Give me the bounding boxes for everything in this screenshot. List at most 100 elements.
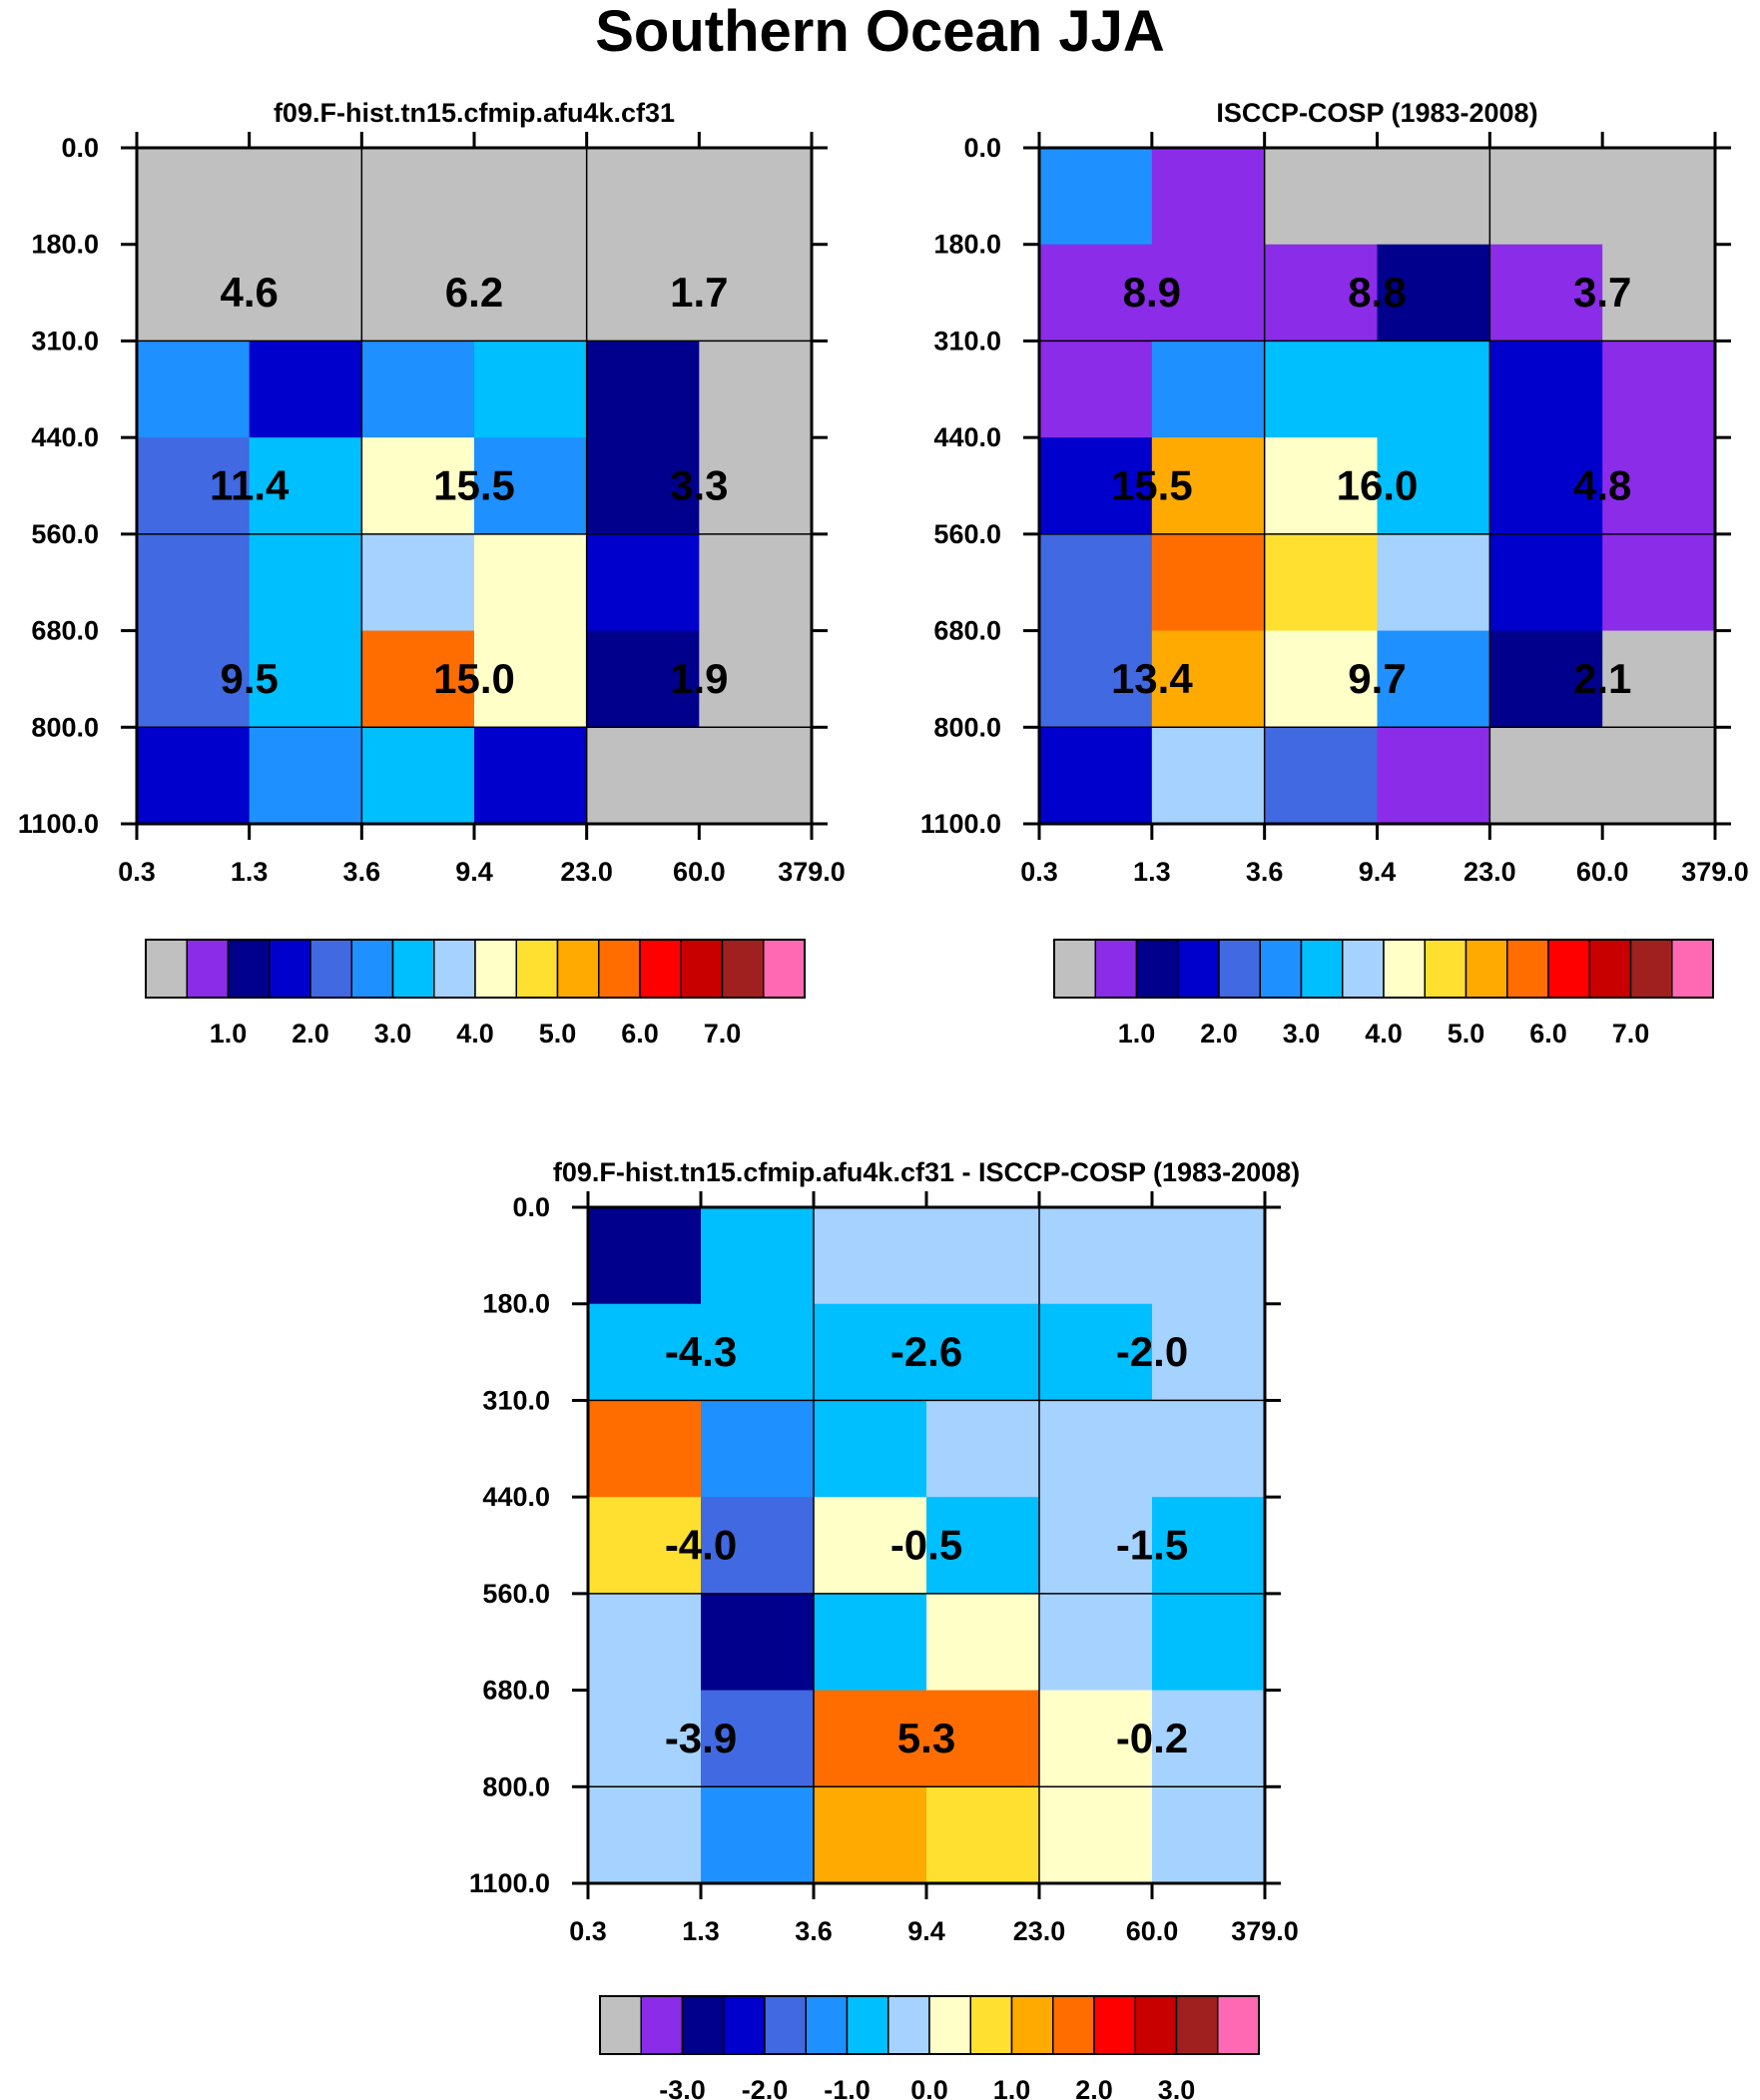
- heatmap-cell: [926, 1303, 1040, 1402]
- heatmap-cell: [1602, 533, 1716, 632]
- y-tick-label: 310.0: [933, 326, 1001, 355]
- heatmap-cell: [588, 1497, 702, 1595]
- heatmap-cell: [1489, 727, 1603, 825]
- y-tick-label: 560.0: [482, 1579, 550, 1609]
- heatmap-cell: [588, 1207, 702, 1305]
- heatmap-cell: [1489, 630, 1603, 728]
- colorbar-swatch: [969, 1995, 1013, 2055]
- x-tick-label: 9.4: [455, 857, 493, 887]
- heatmap-cell: [1377, 148, 1490, 246]
- heatmap-cell: [361, 437, 475, 535]
- colorbar-label: 4.0: [456, 1019, 494, 1049]
- heatmap-cell: [1039, 630, 1153, 728]
- colorbar-swatch: [391, 939, 435, 999]
- x-tick-label: 1.3: [1133, 857, 1171, 887]
- colorbar-swatch: [1424, 939, 1467, 999]
- colorbar-label: -3.0: [659, 2075, 706, 2100]
- group-value-label: 8.9: [1123, 269, 1181, 316]
- group-value-label: 3.3: [670, 462, 728, 509]
- y-tick-label: 1100.0: [920, 809, 1001, 839]
- chart-panel-1: 0.3 1.3 3.6 9.4 23.0 60.0 379.0 0.0 180.0 310.0 44…: [18, 98, 846, 1049]
- heatmap-cell: [926, 1786, 1040, 1884]
- colorbar-label: 3.0: [1158, 2075, 1196, 2100]
- heatmap-cell: [1039, 1786, 1153, 1884]
- y-tick-label: 440.0: [482, 1482, 550, 1512]
- heatmap-cell: [814, 1207, 927, 1305]
- colorbar-label: 0.0: [910, 2075, 948, 2100]
- colorbar-label: 3.0: [374, 1019, 412, 1049]
- heatmap-cell: [588, 1303, 702, 1402]
- colorbar-swatch: [598, 939, 641, 999]
- colorbar-label: 4.0: [1365, 1019, 1403, 1049]
- x-tick-label: 1.3: [682, 1916, 720, 1946]
- heatmap-cell: [137, 244, 251, 343]
- page-title: Southern Ocean JJA: [595, 0, 1165, 64]
- heatmap-cell: [137, 727, 251, 825]
- y-tick-label: 1100.0: [18, 809, 99, 839]
- x-tick-label: 3.6: [343, 857, 381, 887]
- heatmap-cell: [1377, 244, 1490, 343]
- colorbar-swatch: [474, 939, 517, 999]
- heatmap-cell: [701, 1497, 815, 1595]
- heatmap-cell: [586, 341, 700, 438]
- colorbar-swatch: [269, 939, 311, 999]
- colorbar-swatch: [433, 939, 476, 999]
- y-tick-label: 680.0: [933, 616, 1001, 646]
- group-value-label: 6.2: [445, 269, 503, 316]
- group-value-label: 3.7: [1573, 269, 1631, 316]
- heatmap-cell: [1152, 1786, 1266, 1884]
- colorbar-frame: [145, 939, 806, 999]
- colorbar-label: 2.0: [1200, 1019, 1238, 1049]
- x-tick-label: 0.3: [1020, 857, 1058, 887]
- colorbar-swatch: [1218, 939, 1261, 999]
- heatmap-cell: [1264, 341, 1379, 438]
- heatmap-cell: [249, 148, 362, 246]
- y-tick-label: 680.0: [482, 1676, 550, 1706]
- colorbar-swatch: [764, 1995, 807, 2055]
- heatmap-cell: [1377, 533, 1490, 632]
- heatmap-cell: [249, 727, 362, 825]
- y-tick-label: 0.0: [963, 133, 1001, 163]
- y-tick-label: 440.0: [31, 422, 99, 452]
- colorbar-label: 3.0: [1283, 1019, 1321, 1049]
- colorbar-swatch: [639, 939, 682, 999]
- colorbar-swatch: [1465, 939, 1508, 999]
- group-value-label: 11.4: [210, 462, 290, 509]
- colorbar-label: 6.0: [1529, 1019, 1567, 1049]
- colorbar-swatch: [640, 1995, 684, 2055]
- colorbar-frame: [1053, 939, 1714, 999]
- heatmap-cell: [699, 533, 813, 632]
- colorbar-swatch: [1134, 1995, 1178, 2055]
- group-value-label: 15.0: [433, 655, 515, 702]
- colorbar-swatch: [1094, 939, 1138, 999]
- colorbar-label: -2.0: [742, 2075, 789, 2100]
- group-value-label: 4.8: [1573, 462, 1631, 509]
- heatmap-cell: [249, 533, 362, 632]
- x-tick-label: 60.0: [1126, 1916, 1179, 1946]
- colorbar-swatch: [309, 939, 352, 999]
- heatmap-cell: [249, 244, 362, 343]
- heatmap-cell: [814, 1497, 927, 1595]
- colorbar-swatch: [1177, 939, 1220, 999]
- heatmap-cell: [1039, 437, 1153, 535]
- y-tick-label: 180.0: [482, 1289, 550, 1319]
- group-value-label: 15.5: [1111, 462, 1193, 509]
- group-value-label: -3.9: [665, 1715, 737, 1761]
- colorbar-swatch: [556, 939, 600, 999]
- colorbar-swatch: [1588, 939, 1632, 999]
- y-tick-label: 180.0: [933, 230, 1001, 260]
- y-tick-label: 800.0: [933, 712, 1001, 742]
- colorbar-frame: [599, 1995, 1260, 2055]
- colorbar-swatch: [1300, 939, 1344, 999]
- heatmap-cell: [1152, 1303, 1266, 1402]
- heatmap-cell: [701, 1400, 815, 1498]
- colorbar-swatch: [599, 1995, 642, 2055]
- x-tick-label: 9.4: [907, 1916, 945, 1946]
- heatmap-cell: [1377, 630, 1490, 728]
- heatmap-cell: [586, 533, 700, 632]
- heatmap-cell: [814, 1690, 927, 1787]
- heatmap-cell: [249, 630, 362, 728]
- group-value-label: 9.7: [1348, 655, 1406, 702]
- colorbar-swatch: [1342, 939, 1385, 999]
- x-tick-label: 23.0: [1013, 1916, 1066, 1946]
